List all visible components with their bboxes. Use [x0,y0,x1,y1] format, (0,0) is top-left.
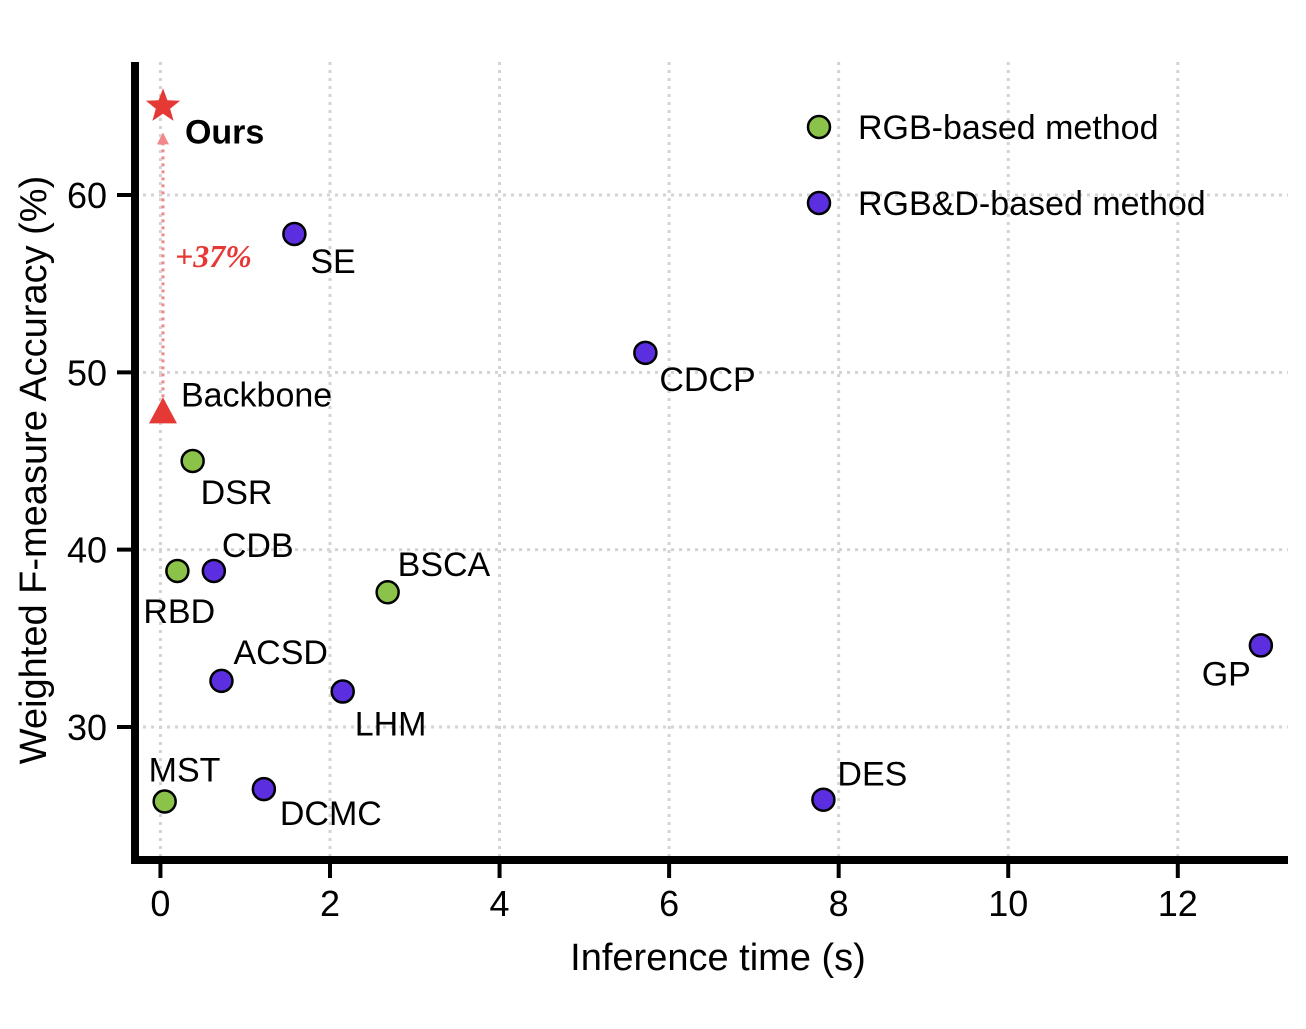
arrow-head [156,132,169,145]
data-point-lhm [330,679,355,704]
data-point-dcmc [251,776,277,802]
y-tick-label: 40 [67,530,107,571]
backbone-marker [148,397,177,424]
point-label: MST [149,751,221,789]
x-tick-label: 6 [659,883,679,924]
y-tick-label: 30 [67,707,107,748]
legend-marker [806,114,832,140]
x-tick-label: 8 [829,883,849,924]
point-label: SE [310,243,355,281]
point-label: CDB [222,527,294,565]
data-point-rbd [165,558,190,584]
point-label: BSCA [398,546,491,584]
point-label: ACSD [233,634,327,672]
data-point-acsd [209,668,234,694]
grid-lines [135,62,1288,860]
axes: 0 2 4 6 8 10 12 30 40 50 60 [67,62,1288,924]
x-tick-label: 12 [1158,883,1198,924]
x-axis-title: Inference time (s) [570,937,866,979]
point-label: DSR [201,474,273,512]
legend-marker [806,190,832,216]
point-label: DCMC [280,795,382,833]
data-point-mst [152,789,177,814]
legend-label: RGB-based method [858,109,1159,147]
x-tick-label: 10 [988,883,1028,924]
x-tick-label: 0 [150,883,170,924]
point-label: LHM [355,706,427,744]
data-point-dsr [180,448,205,474]
improvement-label: +37% [175,238,252,274]
data-labels: DSR RBD BSCA MST SE CDCP CDB ACSD LHM DCMC DES GP Ba… [143,113,1250,833]
x-tick-label: 2 [320,883,340,924]
ours-marker [145,88,181,121]
backbone-label: Backbone [181,376,332,414]
point-label: GP [1202,655,1251,693]
data-point-cdb [201,558,227,584]
data-point-cdcp [633,340,658,366]
point-label: DES [837,756,907,794]
y-axis-title: Weighted F-measure Accuracy (%) [13,176,55,765]
y-tick-label: 50 [67,352,107,393]
x-tick-label: 4 [490,883,510,924]
data-points [145,88,1274,814]
ours-label: Ours [185,113,264,151]
y-tick-label: 60 [67,175,107,216]
legend: RGB-based method RGB&D-based method [806,109,1206,223]
data-point-gp [1248,633,1274,658]
data-point-des [811,787,836,812]
point-label: CDCP [659,361,755,399]
data-point-se [282,221,307,247]
legend-label: RGB&D-based method [858,185,1206,223]
point-label: RBD [143,593,215,631]
data-point-bsca [375,579,400,605]
improvement-arrow: +37% [156,132,252,398]
